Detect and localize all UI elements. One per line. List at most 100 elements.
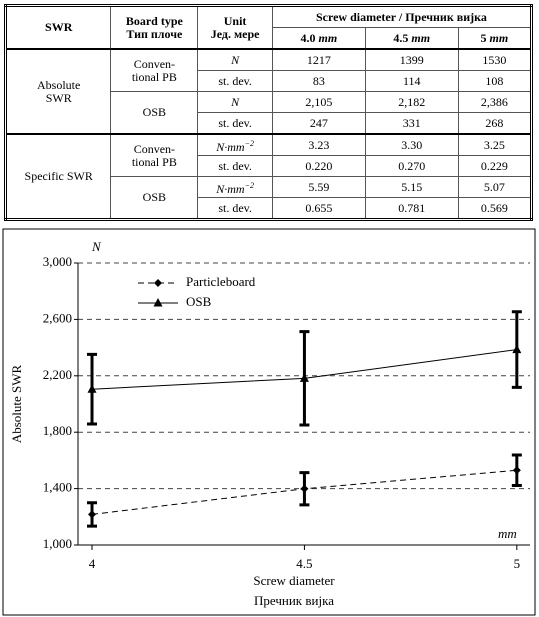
diameter-size: 5: [480, 30, 487, 45]
diameter-size: 4.0: [300, 30, 316, 45]
y-tick-label: 2,600: [43, 310, 72, 325]
y-tick-label: 1,400: [43, 480, 72, 495]
unit: N: [231, 52, 240, 67]
value-cell: 1399: [364, 48, 459, 71]
board-name: OSB: [142, 105, 167, 119]
unit-cell: st. dev.: [197, 70, 273, 92]
value-cell: 0.270: [364, 155, 459, 177]
y-tick-label: 2,200: [43, 367, 72, 382]
header-text: Board type: [125, 13, 183, 28]
value-cell: 114: [364, 70, 459, 92]
value-cell: 1217: [271, 48, 366, 71]
value-cell: 0.569: [457, 197, 533, 220]
value-cell: 3.25: [457, 133, 533, 156]
unit: st. dev.: [218, 73, 252, 88]
legend-label: Particleboard: [186, 274, 256, 289]
marker: [88, 510, 97, 519]
chart-frame: [2, 228, 536, 616]
x-tick-label: 5: [514, 556, 521, 571]
x-tick-label: 4: [89, 556, 96, 571]
unit-cell: N·mm−2: [197, 133, 273, 156]
unit-cell: st. dev.: [197, 112, 273, 135]
table-body: Absolute SWR Conven-tional PB N 1217 1399 1530…: [4, 48, 533, 220]
unit-cell: N: [197, 48, 273, 71]
diameter-size: 4.5: [393, 30, 409, 45]
unit: N: [231, 94, 240, 109]
legend-label: OSB: [186, 294, 212, 309]
header-text: Јед. мере: [210, 26, 260, 41]
unit: st. dev.: [218, 200, 252, 215]
value-cell: 2,105: [271, 91, 366, 113]
unit: N·mm: [216, 139, 245, 154]
unit: st. dev.: [218, 115, 252, 130]
board-name: Conven-: [133, 56, 176, 71]
x-axis-label: Пречник вијка: [254, 593, 334, 608]
header-cell: Screw diameter / Пречник вијка: [271, 5, 533, 28]
unit-exponent: −2: [244, 180, 254, 190]
board-name: tional PB: [131, 69, 177, 84]
value-cell: 247: [271, 112, 366, 135]
diameter-cell: 4.5 mm: [364, 27, 459, 50]
table-row: st. dev. 83 114 108: [6, 70, 533, 92]
board-cell: Conven-tional PB: [110, 48, 199, 92]
value-cell: 2,182: [364, 91, 459, 113]
table-row: st. dev. 0.655 0.781 0.569: [6, 197, 533, 220]
table-row: OSB N 2,105 2,182 2,386: [6, 91, 533, 135]
table-head: SWR Board type Тип плоче Unit Јед. мере Screw…: [4, 5, 533, 50]
table-row: Absolute SWR Conven-tional PB N 1217 1399 1530: [4, 48, 533, 135]
chart: 1,000 1,400 1,800 2,200 2,600 3,000 4 4.5 5 Nmm Ab…: [2, 228, 536, 616]
table-row: st. dev. 0.220 0.270 0.229: [6, 155, 533, 177]
group-name: Specific SWR: [24, 169, 93, 183]
board-cell: OSB: [110, 176, 199, 220]
marker: [87, 384, 97, 393]
header-cell: Unit Јед. мере: [197, 5, 273, 50]
y-unit: N: [91, 239, 102, 254]
legend-marker: [154, 279, 162, 287]
board-cell: Conven-tional PB: [110, 133, 199, 177]
unit-cell: st. dev.: [197, 155, 273, 177]
table-row: OSB N·mm−2 5.59 5.15 5.07: [6, 176, 533, 220]
diameter-unit: mm: [411, 30, 431, 45]
value-cell: 268: [457, 112, 533, 135]
board-name: OSB: [142, 190, 167, 204]
header-text: Тип плоче: [126, 26, 183, 41]
x-unit: mm: [498, 526, 517, 541]
group-name: SWR: [45, 90, 72, 105]
diameter-unit: mm: [489, 30, 509, 45]
x-tick-label: 4.5: [296, 556, 312, 571]
header-row: SWR Board type Тип плоче Unit Јед. мере Screw…: [4, 5, 533, 50]
value-cell: 5.07: [457, 176, 533, 198]
group-cell: Absolute SWR: [4, 48, 112, 135]
unit: N·mm: [216, 181, 245, 196]
value-cell: 3.30: [364, 133, 459, 156]
board-name: tional PB: [131, 154, 177, 169]
marker: [512, 466, 521, 475]
marker: [300, 484, 309, 493]
y-axis-label: Absolute SWR: [9, 364, 24, 443]
value-cell: 83: [271, 70, 366, 92]
value-cell: 5.15: [364, 176, 459, 198]
unit-cell: st. dev.: [197, 197, 273, 220]
unit-exponent: −2: [244, 138, 254, 148]
board-name: Conven-: [133, 141, 176, 156]
unit: st. dev.: [218, 158, 252, 173]
value-cell: 0.220: [271, 155, 366, 177]
value-cell: 0.781: [364, 197, 459, 220]
value-cell: 5.59: [271, 176, 366, 198]
marker: [299, 373, 309, 382]
y-tick-label: 1,000: [43, 536, 72, 551]
value-cell: 3.23: [271, 133, 366, 156]
group-name: Absolute: [37, 77, 81, 92]
y-tick-label: 1,800: [43, 423, 72, 438]
x-axis-label: Screw diameter: [253, 573, 335, 588]
marker: [512, 344, 522, 354]
header-cell: Board type Тип плоче: [110, 5, 199, 50]
header-text: Screw diameter / Пречник вијка: [316, 9, 487, 24]
data-table: SWR Board type Тип плоче Unit Јед. мере Screw…: [4, 4, 533, 221]
header-cell: SWR: [4, 5, 112, 50]
legend-marker: [153, 298, 163, 307]
board-cell: OSB: [110, 91, 199, 135]
group-cell: Specific SWR: [4, 133, 112, 220]
unit-cell: N: [197, 91, 273, 113]
header-text: SWR: [45, 20, 73, 34]
